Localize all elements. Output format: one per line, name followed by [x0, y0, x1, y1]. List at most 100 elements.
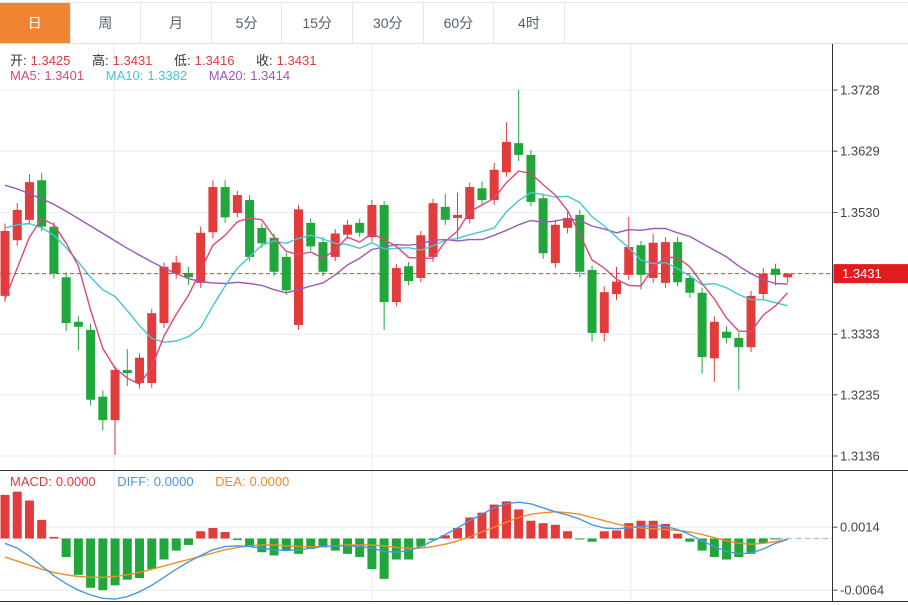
- tab-15min[interactable]: 15分: [282, 3, 353, 43]
- candle-body: [416, 235, 426, 278]
- macd-bar: [660, 523, 670, 539]
- macd-bar: [367, 538, 377, 570]
- candle-body: [758, 273, 768, 295]
- price-tick-label: 1.3530: [840, 205, 880, 220]
- macd-bar: [599, 531, 609, 539]
- candle-body: [526, 154, 536, 202]
- candle-body: [575, 214, 585, 272]
- macd-bar: [648, 520, 658, 539]
- candle-body: [61, 277, 71, 324]
- macd-bar: [575, 538, 585, 540]
- dea-line: [4, 511, 788, 578]
- candle-body: [220, 187, 230, 218]
- candle-body: [501, 141, 511, 173]
- dea-value: 0.0000: [249, 474, 290, 489]
- macd-bar: [538, 523, 548, 539]
- macd-bar: [746, 538, 756, 554]
- macd-bar: [37, 519, 47, 539]
- macd-bar: [391, 538, 401, 560]
- macd-bar: [514, 509, 524, 539]
- macd-bar: [281, 538, 291, 551]
- candle-body: [232, 195, 242, 214]
- candle-body: [489, 169, 499, 201]
- macd-bar: [208, 527, 218, 539]
- ohlc-legend: 开: 1.3425 高: 1.3431 低: 1.3416 收: 1.3431: [10, 50, 320, 69]
- candle-body: [709, 321, 719, 359]
- last-price-value: 1.3431: [842, 266, 882, 281]
- candle-body: [697, 292, 707, 358]
- macd-bar: [245, 538, 255, 547]
- macd-bar: [12, 491, 22, 539]
- candle-body: [624, 247, 634, 275]
- candle-body: [147, 313, 157, 384]
- ma-legend: MA5: 1.3401 MA10: 1.3382 MA20: 1.3414: [10, 68, 294, 83]
- macd-bar: [318, 538, 328, 548]
- macd-bar: [453, 527, 463, 539]
- candle-body: [465, 187, 475, 220]
- candle-body: [550, 224, 560, 264]
- macd-bar: [135, 538, 145, 579]
- tab-4hour[interactable]: 4时: [494, 3, 565, 43]
- candle-body: [183, 273, 193, 278]
- price-tick-label: 1.3235: [840, 387, 880, 402]
- candle-body: [122, 370, 132, 374]
- candle-body: [514, 143, 524, 155]
- macd-bar: [489, 504, 499, 539]
- candle-body: [73, 321, 83, 327]
- tab-day[interactable]: 日: [0, 3, 71, 43]
- macd-bar: [98, 538, 108, 591]
- macd-bar: [685, 538, 695, 542]
- macd-bar: [734, 538, 744, 558]
- candle-body: [538, 198, 548, 254]
- candle-body: [673, 242, 683, 283]
- macd-panel: [0, 491, 788, 600]
- ma10-value: 1.3382: [147, 68, 188, 83]
- frame: [0, 43, 908, 602]
- macd-bar: [379, 538, 389, 579]
- macd-bar: [550, 524, 560, 539]
- macd-bar: [220, 532, 230, 539]
- macd-bar: [196, 531, 206, 539]
- tab-week[interactable]: 周: [70, 3, 142, 43]
- candle-body: [37, 180, 47, 227]
- candle-body: [0, 230, 10, 296]
- tab-30min[interactable]: 30分: [352, 3, 424, 43]
- candle-body: [685, 277, 695, 293]
- candle-body: [159, 266, 169, 324]
- macd-bar: [722, 538, 732, 560]
- candle-body: [783, 273, 793, 278]
- candle-body: [281, 256, 291, 291]
- candle-body: [746, 295, 756, 348]
- close-value: 1.3431: [276, 53, 317, 68]
- macd-bar: [159, 538, 169, 560]
- candle-body: [294, 209, 304, 325]
- open-value: 1.3425: [30, 53, 71, 68]
- macd-bar: [501, 501, 511, 539]
- price-axis: 1.3728 1.3629 1.3530 1.3333 1.3235 1.3136 0.00…: [832, 83, 884, 598]
- macd-bar: [232, 538, 242, 541]
- macd-bar: [306, 538, 316, 550]
- macd-bar: [563, 531, 573, 539]
- timeframe-tabbar: 日周月 5分 15分 30分 60分 4时: [0, 2, 908, 44]
- macd-bar: [330, 538, 340, 551]
- macd-bar: [86, 538, 96, 588]
- tab-60min[interactable]: 60分: [423, 3, 495, 43]
- ma20-line: [4, 184, 788, 294]
- candle-body: [428, 203, 438, 257]
- macd-bar: [49, 536, 59, 539]
- macd-bar: [758, 538, 768, 544]
- gridlines: [0, 43, 833, 602]
- candle-body: [269, 237, 279, 272]
- macd-bar: [477, 512, 487, 539]
- macd-bar: [697, 538, 707, 551]
- macd-bar: [24, 500, 34, 539]
- tab-month[interactable]: 月: [141, 3, 212, 43]
- candle-body: [86, 329, 96, 400]
- macd-bar: [61, 538, 71, 558]
- candle-body: [355, 222, 365, 233]
- candle-body: [367, 204, 377, 238]
- ma-lines: [4, 170, 789, 385]
- macd-tick-label: -0.0064: [840, 583, 884, 598]
- tab-5min[interactable]: 5分: [211, 3, 283, 43]
